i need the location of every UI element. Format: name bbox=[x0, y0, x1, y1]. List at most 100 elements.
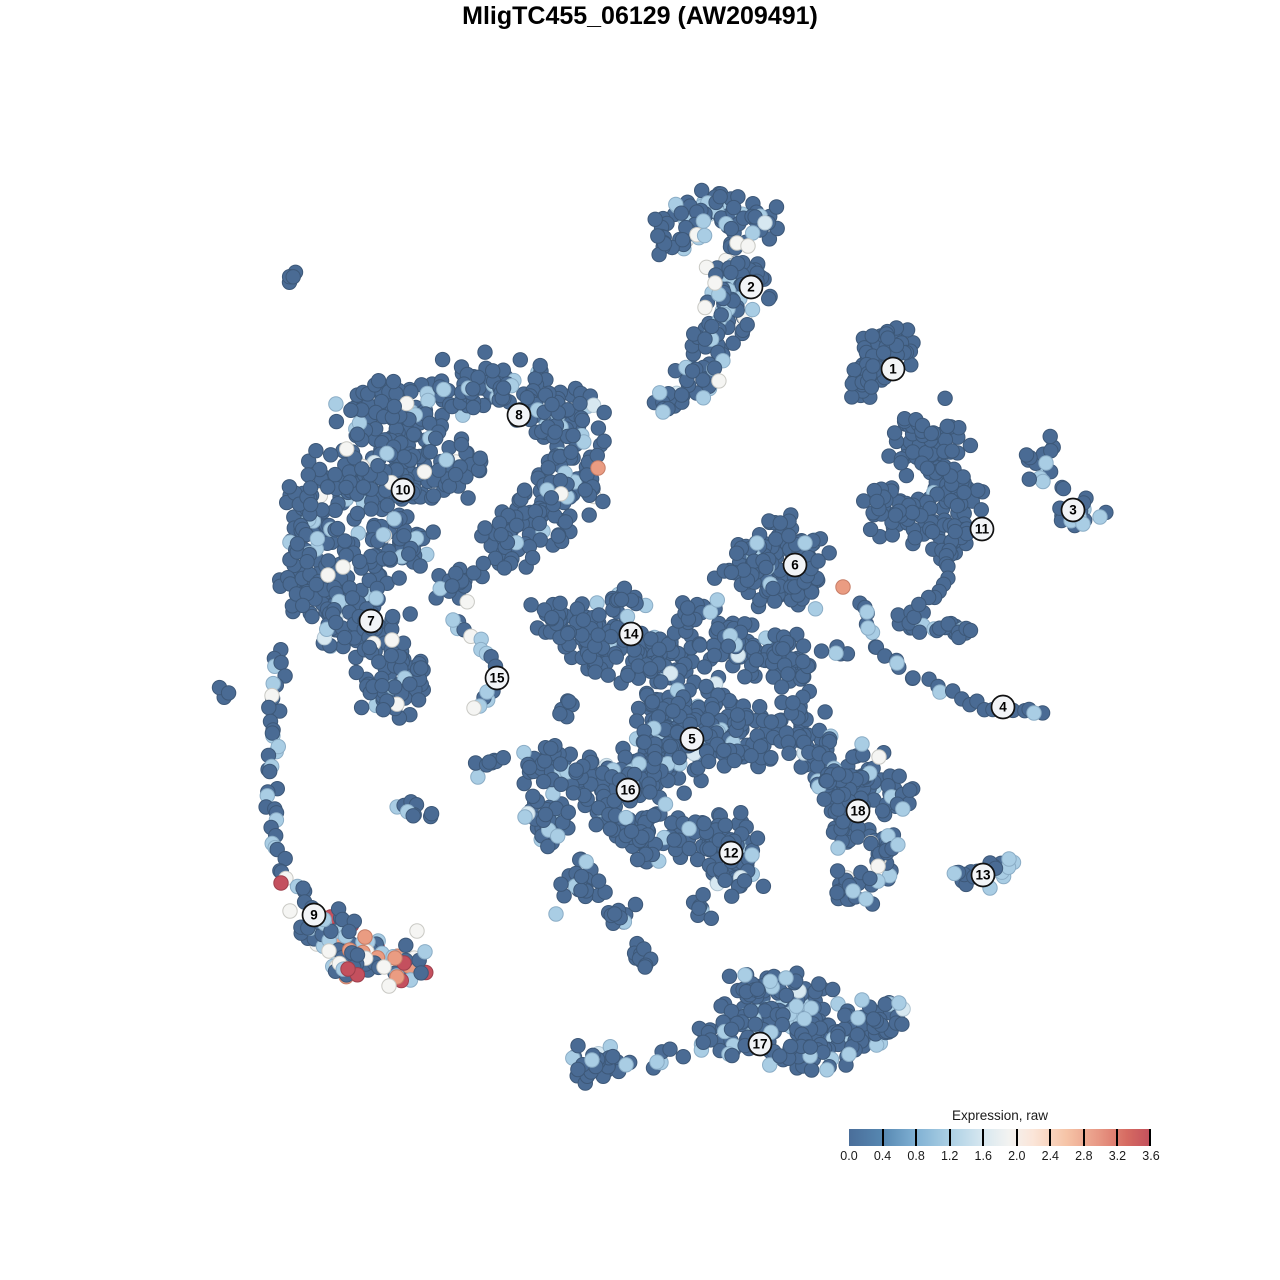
data-point bbox=[357, 929, 373, 945]
legend-tick-label: 3.6 bbox=[1142, 1149, 1160, 1163]
data-point bbox=[932, 684, 948, 700]
data-point bbox=[919, 460, 936, 476]
legend-tick-mark bbox=[948, 1129, 951, 1146]
data-point bbox=[596, 433, 612, 449]
data-point bbox=[761, 291, 777, 307]
data-point bbox=[865, 1011, 882, 1027]
data-point bbox=[459, 594, 475, 610]
data-point bbox=[819, 773, 835, 789]
data-point bbox=[537, 806, 554, 823]
cluster-label-text: 11 bbox=[975, 522, 990, 537]
data-point bbox=[428, 430, 444, 446]
data-point bbox=[629, 851, 646, 868]
data-point bbox=[382, 550, 398, 567]
data-point bbox=[695, 213, 712, 229]
data-point bbox=[523, 597, 539, 613]
data-point bbox=[570, 1038, 586, 1054]
data-point bbox=[289, 536, 306, 552]
data-point bbox=[676, 785, 692, 801]
data-point bbox=[308, 443, 324, 459]
cluster-label-text: 6 bbox=[791, 558, 799, 573]
data-point bbox=[1001, 851, 1017, 867]
data-point bbox=[336, 629, 353, 646]
data-point bbox=[619, 608, 636, 625]
data-point bbox=[524, 550, 541, 566]
data-point bbox=[445, 612, 461, 628]
data-point bbox=[709, 592, 725, 608]
data-point bbox=[830, 1028, 846, 1045]
cluster-label-circle bbox=[390, 477, 416, 503]
data-point bbox=[561, 693, 577, 710]
data-point bbox=[323, 923, 339, 939]
data-point bbox=[573, 868, 590, 885]
cluster-label-text: 2 bbox=[747, 280, 755, 295]
cluster-label-7: 7 bbox=[358, 608, 384, 634]
data-point bbox=[907, 530, 923, 546]
data-point bbox=[637, 959, 653, 975]
data-point bbox=[870, 858, 886, 874]
data-point bbox=[493, 527, 509, 543]
data-point bbox=[620, 667, 636, 683]
cluster-label-circle bbox=[484, 665, 510, 691]
data-point bbox=[521, 759, 538, 776]
data-point bbox=[605, 1048, 621, 1065]
data-point bbox=[711, 373, 727, 389]
data-point bbox=[780, 666, 796, 682]
data-point bbox=[413, 660, 429, 676]
data-point bbox=[543, 490, 559, 506]
data-point bbox=[563, 444, 579, 460]
data-point bbox=[795, 653, 811, 670]
cluster-label-circle bbox=[301, 902, 327, 928]
data-point bbox=[695, 887, 711, 903]
data-point bbox=[398, 937, 414, 953]
data-point bbox=[700, 753, 717, 770]
data-point bbox=[544, 396, 560, 413]
legend-tick-label: 2.4 bbox=[1041, 1149, 1060, 1163]
data-point bbox=[481, 754, 497, 770]
data-point bbox=[829, 885, 845, 901]
data-point bbox=[905, 670, 921, 686]
legend-tick-mark bbox=[915, 1129, 918, 1146]
data-point bbox=[560, 625, 576, 642]
data-point bbox=[723, 220, 739, 237]
data-point bbox=[543, 740, 559, 756]
cluster-label-15: 15 bbox=[484, 665, 510, 691]
data-point bbox=[565, 427, 581, 444]
data-point bbox=[729, 545, 745, 561]
data-point bbox=[697, 299, 713, 316]
data-point bbox=[308, 576, 324, 593]
data-point bbox=[781, 528, 797, 544]
data-point bbox=[726, 199, 742, 216]
data-point bbox=[295, 597, 311, 614]
data-point bbox=[651, 641, 667, 657]
data-point bbox=[618, 1057, 634, 1073]
data-point bbox=[829, 863, 846, 879]
data-point bbox=[850, 1010, 866, 1026]
data-point bbox=[736, 873, 753, 889]
data-point bbox=[532, 357, 548, 374]
data-point bbox=[828, 645, 844, 661]
data-point bbox=[796, 1011, 812, 1027]
data-point bbox=[747, 1016, 763, 1032]
legend-tick-mark bbox=[1015, 1129, 1018, 1146]
data-point bbox=[550, 828, 566, 844]
data-point bbox=[819, 1062, 835, 1078]
data-point bbox=[720, 638, 736, 654]
data-point bbox=[650, 228, 666, 244]
data-point bbox=[774, 679, 790, 695]
data-point bbox=[608, 649, 624, 665]
data-point bbox=[956, 484, 972, 501]
data-point bbox=[793, 759, 809, 775]
data-point bbox=[544, 610, 560, 626]
data-point bbox=[845, 883, 861, 899]
legend-tick-mark bbox=[1082, 1129, 1085, 1146]
data-point bbox=[937, 390, 953, 406]
data-point bbox=[862, 870, 878, 887]
data-point bbox=[320, 479, 336, 495]
data-point bbox=[572, 395, 588, 412]
cluster-label-3: 3 bbox=[1060, 497, 1086, 523]
data-point bbox=[675, 1049, 691, 1065]
data-point bbox=[830, 766, 847, 782]
